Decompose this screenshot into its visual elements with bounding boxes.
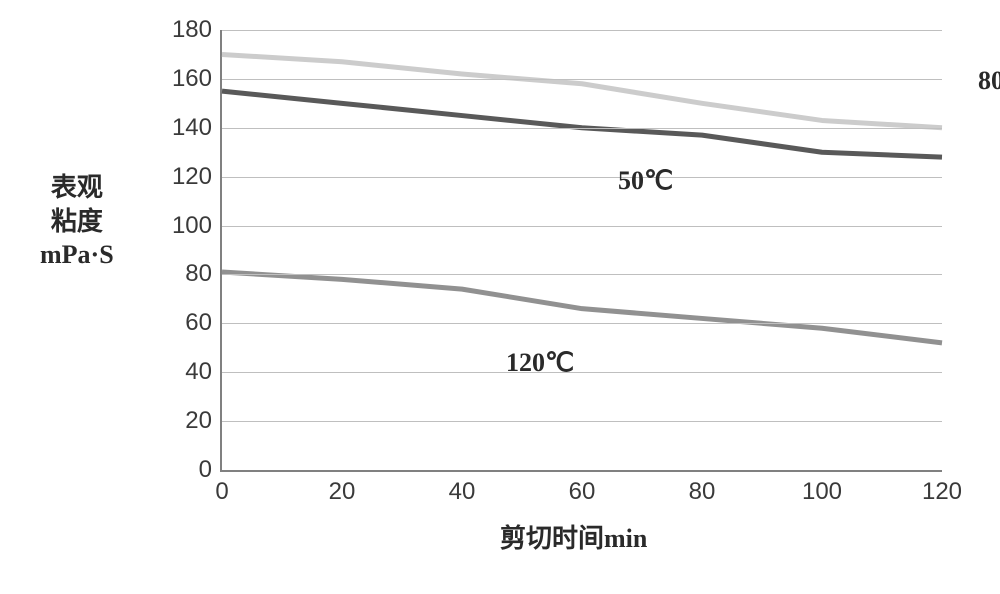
x-tick-label: 60 — [569, 470, 596, 506]
chart-lines — [222, 30, 942, 470]
y-tick-label: 140 — [172, 114, 222, 142]
y-axis-label-line2: 粘度 — [40, 205, 114, 239]
series-label-50: 50℃ — [618, 166, 673, 196]
y-tick-label: 120 — [172, 163, 222, 191]
x-tick-label: 100 — [802, 470, 842, 506]
x-tick-label: 120 — [922, 470, 962, 506]
y-tick-label: 40 — [185, 358, 222, 386]
gridline — [222, 323, 942, 324]
series-line — [222, 272, 942, 343]
x-tick-label: 0 — [215, 470, 228, 506]
plot-area: 020406080100120140160180020406080100120 — [220, 30, 942, 472]
y-tick-label: 100 — [172, 212, 222, 240]
series-line — [222, 91, 942, 157]
y-tick-label: 160 — [172, 65, 222, 93]
x-axis-label: 剪切时间min — [500, 518, 647, 555]
y-tick-label: 80 — [185, 260, 222, 288]
y-axis-label: 表观 粘度 mPa·S — [40, 171, 114, 272]
x-tick-label: 20 — [329, 470, 356, 506]
series-label-120: 120℃ — [506, 348, 574, 378]
gridline — [222, 128, 942, 129]
gridline — [222, 177, 942, 178]
y-axis-label-line3: mPa·S — [40, 238, 114, 272]
x-tick-label: 40 — [449, 470, 476, 506]
gridline — [222, 274, 942, 275]
gridline — [222, 226, 942, 227]
y-axis-label-line1: 表观 — [40, 171, 114, 205]
y-tick-label: 20 — [185, 407, 222, 435]
gridline — [222, 79, 942, 80]
y-tick-label: 60 — [185, 309, 222, 337]
series-label-80: 80℃ — [978, 66, 1000, 96]
gridline — [222, 372, 942, 373]
x-tick-label: 80 — [689, 470, 716, 506]
y-tick-label: 180 — [172, 16, 222, 44]
gridline — [222, 30, 942, 31]
line-chart: 020406080100120140160180020406080100120 … — [0, 0, 1000, 594]
gridline — [222, 421, 942, 422]
series-line — [222, 54, 942, 127]
